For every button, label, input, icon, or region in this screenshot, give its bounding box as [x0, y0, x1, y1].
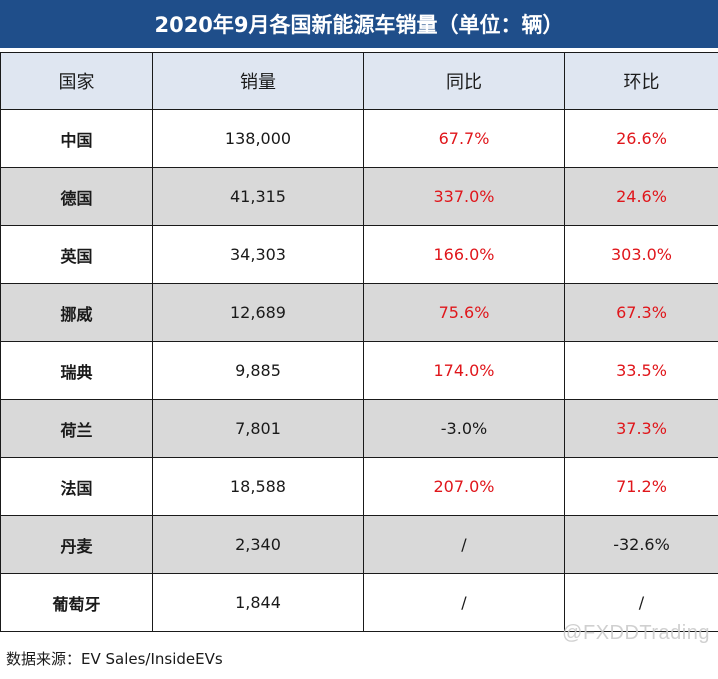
country-cell: 挪威: [0, 283, 153, 342]
table-row: 挪威 12,689 75.6% 67.3%: [0, 283, 718, 342]
sales-cell: 9,885: [152, 341, 364, 400]
table-row: 葡萄牙 1,844 / /: [0, 573, 718, 632]
country-cell: 法国: [0, 457, 153, 516]
yoy-cell: -3.0%: [363, 399, 565, 458]
country-cell: 荷兰: [0, 399, 153, 458]
yoy-cell: 67.7%: [363, 109, 565, 168]
sales-cell: 138,000: [152, 109, 364, 168]
sales-cell: 7,801: [152, 399, 364, 458]
mom-cell: 67.3%: [564, 283, 718, 342]
mom-cell: 33.5%: [564, 341, 718, 400]
yoy-cell: 166.0%: [363, 225, 565, 284]
table-row: 德国 41,315 337.0% 24.6%: [0, 167, 718, 226]
header-mom: 环比: [564, 52, 718, 110]
country-cell: 丹麦: [0, 515, 153, 574]
data-source-note: 数据来源：EV Sales/InsideEVs: [6, 650, 223, 668]
mom-cell: /: [564, 573, 718, 632]
yoy-cell: 337.0%: [363, 167, 565, 226]
table-title: 2020年9月各国新能源车销量（单位：辆）: [0, 0, 718, 48]
header-country: 国家: [0, 52, 153, 110]
watermark: @FXDDTrading: [562, 622, 710, 644]
sales-cell: 34,303: [152, 225, 364, 284]
header-sales: 销量: [152, 52, 364, 110]
sales-cell: 41,315: [152, 167, 364, 226]
sales-cell: 12,689: [152, 283, 364, 342]
sales-cell: 18,588: [152, 457, 364, 516]
mom-cell: 71.2%: [564, 457, 718, 516]
yoy-cell: /: [363, 573, 565, 632]
table-row: 荷兰 7,801 -3.0% 37.3%: [0, 399, 718, 458]
country-cell: 德国: [0, 167, 153, 226]
mom-cell: 24.6%: [564, 167, 718, 226]
yoy-cell: /: [363, 515, 565, 574]
yoy-cell: 174.0%: [363, 341, 565, 400]
sales-table: 国家 销量 同比 环比 中国 138,000 67.7% 26.6% 德国 41…: [0, 52, 718, 632]
yoy-cell: 207.0%: [363, 457, 565, 516]
country-cell: 英国: [0, 225, 153, 284]
mom-cell: -32.6%: [564, 515, 718, 574]
country-cell: 中国: [0, 109, 153, 168]
table-row: 瑞典 9,885 174.0% 33.5%: [0, 341, 718, 400]
table-row: 中国 138,000 67.7% 26.6%: [0, 109, 718, 168]
sales-cell: 2,340: [152, 515, 364, 574]
header-yoy: 同比: [363, 52, 565, 110]
header-row: 国家 销量 同比 环比: [0, 52, 718, 110]
table-row: 法国 18,588 207.0% 71.2%: [0, 457, 718, 516]
table-row: 丹麦 2,340 / -32.6%: [0, 515, 718, 574]
country-cell: 葡萄牙: [0, 573, 153, 632]
mom-cell: 303.0%: [564, 225, 718, 284]
country-cell: 瑞典: [0, 341, 153, 400]
table-row: 英国 34,303 166.0% 303.0%: [0, 225, 718, 284]
mom-cell: 37.3%: [564, 399, 718, 458]
sales-cell: 1,844: [152, 573, 364, 632]
mom-cell: 26.6%: [564, 109, 718, 168]
yoy-cell: 75.6%: [363, 283, 565, 342]
